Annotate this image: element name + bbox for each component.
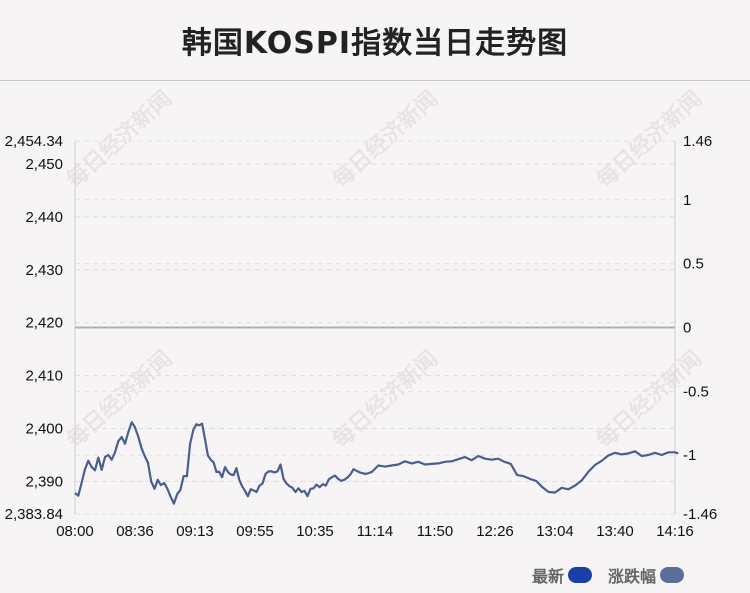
y-left-tick-label: 2,430 [25,262,63,279]
grid-layer [75,140,675,515]
x-tick-label: 10:35 [296,523,334,540]
y-left-tick-label: 2,440 [25,209,63,226]
legend-change[interactable]: 涨跌幅 [608,563,685,587]
x-tick-label: 11:50 [417,523,453,540]
y-right-tick-label: 1.46 [683,133,712,150]
y-right-tick-label: -1 [683,447,696,464]
x-tick-label: 13:04 [536,523,574,540]
y-right-tick-label: 0 [683,320,691,337]
x-tick-label: 14:16 [656,523,694,540]
x-tick-label: 11:14 [357,523,393,540]
title-divider [0,80,750,81]
y-right-tick-label: 0.5 [683,256,704,273]
y-right-tick-label: -0.5 [683,383,709,400]
y-left-tick-label: 2,400 [25,421,63,438]
legend: 最新 涨跌幅 [532,563,685,587]
chart-title: 韩国KOSPI指数当日走势图 [181,26,569,61]
axis-layer: 2,454.34 2,450 2,440 2,430 2,420 2,410 2,400 2,… [5,133,718,540]
legend-latest[interactable]: 最新 [532,563,593,587]
y-left-tick-label: 2,383.84 [5,506,63,523]
series-layer [74,421,679,505]
y-right-tick-label: -1.46 [683,506,717,523]
x-tick-label: 09:55 [236,523,274,540]
y-right-tick-label: 1 [683,192,691,209]
y-left-tick-label: 2,420 [25,315,63,332]
y-left-tick-label: 2,390 [25,473,63,490]
series-line [74,421,679,505]
x-tick-label: 13:40 [596,523,634,540]
y-left-tick-label: 2,410 [25,368,63,385]
legend-change-label: 涨跌幅 [608,567,657,586]
legend-latest-swatch [568,567,593,583]
x-tick-label: 08:36 [116,523,154,540]
x-tick-label: 12:26 [476,523,514,540]
y-left-tick-label: 2,454.34 [5,133,63,150]
legend-latest-label: 最新 [532,567,565,586]
legend-change-swatch [660,567,685,583]
y-left-tick-label: 2,450 [25,156,63,173]
x-tick-label: 08:00 [56,523,94,540]
x-tick-label: 09:13 [176,523,214,540]
